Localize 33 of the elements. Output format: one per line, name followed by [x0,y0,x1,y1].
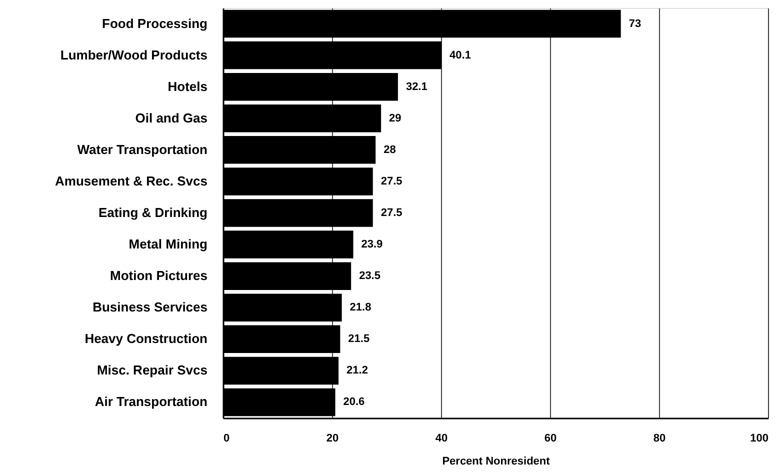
y-tick-label: Motion Pictures [110,268,208,284]
y-tick-label: Eating & Drinking [98,205,208,220]
y-tick-label: Lumber/Wood Products [60,47,208,62]
y-tick-label: Air Transportation [94,394,208,410]
x-tick-label: 20 [326,432,339,444]
data-label: 73 [628,18,642,30]
x-tick-label: 40 [435,432,448,444]
y-tick-label: Metal Mining [128,236,208,252]
data-label: 40.1 [450,49,471,62]
data-label: 21.8 [350,302,372,314]
x-tick-label: 100 [750,432,768,444]
data-label: 27.5 [380,175,402,188]
y-tick-label: Heavy Construction [84,331,208,346]
y-tick-label: Business Services [92,300,208,315]
data-label: 29 [389,112,402,124]
data-label: 20.6 [343,396,365,408]
data-label: 32.1 [406,80,428,93]
y-tick-label: Food Processing [102,16,208,31]
data-label: 23.5 [359,270,380,282]
data-label: 21.2 [346,364,368,377]
y-tick-label: Amusement & Rec. Svcs [55,173,208,188]
y-tick-label: Misc. Repair Svcs [96,362,208,378]
data-label: 23.9 [361,238,383,251]
y-tick-label: Hotels [168,78,208,94]
x-tick-label: 0 [224,432,230,444]
data-label: 28 [384,144,396,156]
data-label: 21.5 [348,333,370,346]
x-tick-label: 60 [544,432,557,444]
y-tick-label: Oil and Gas [135,110,208,126]
x-axis-title: Percent Nonresident [442,456,550,468]
data-label: 27.5 [380,207,402,219]
x-tick-label: 80 [653,432,666,444]
y-tick-label: Water Transportation [77,142,208,157]
